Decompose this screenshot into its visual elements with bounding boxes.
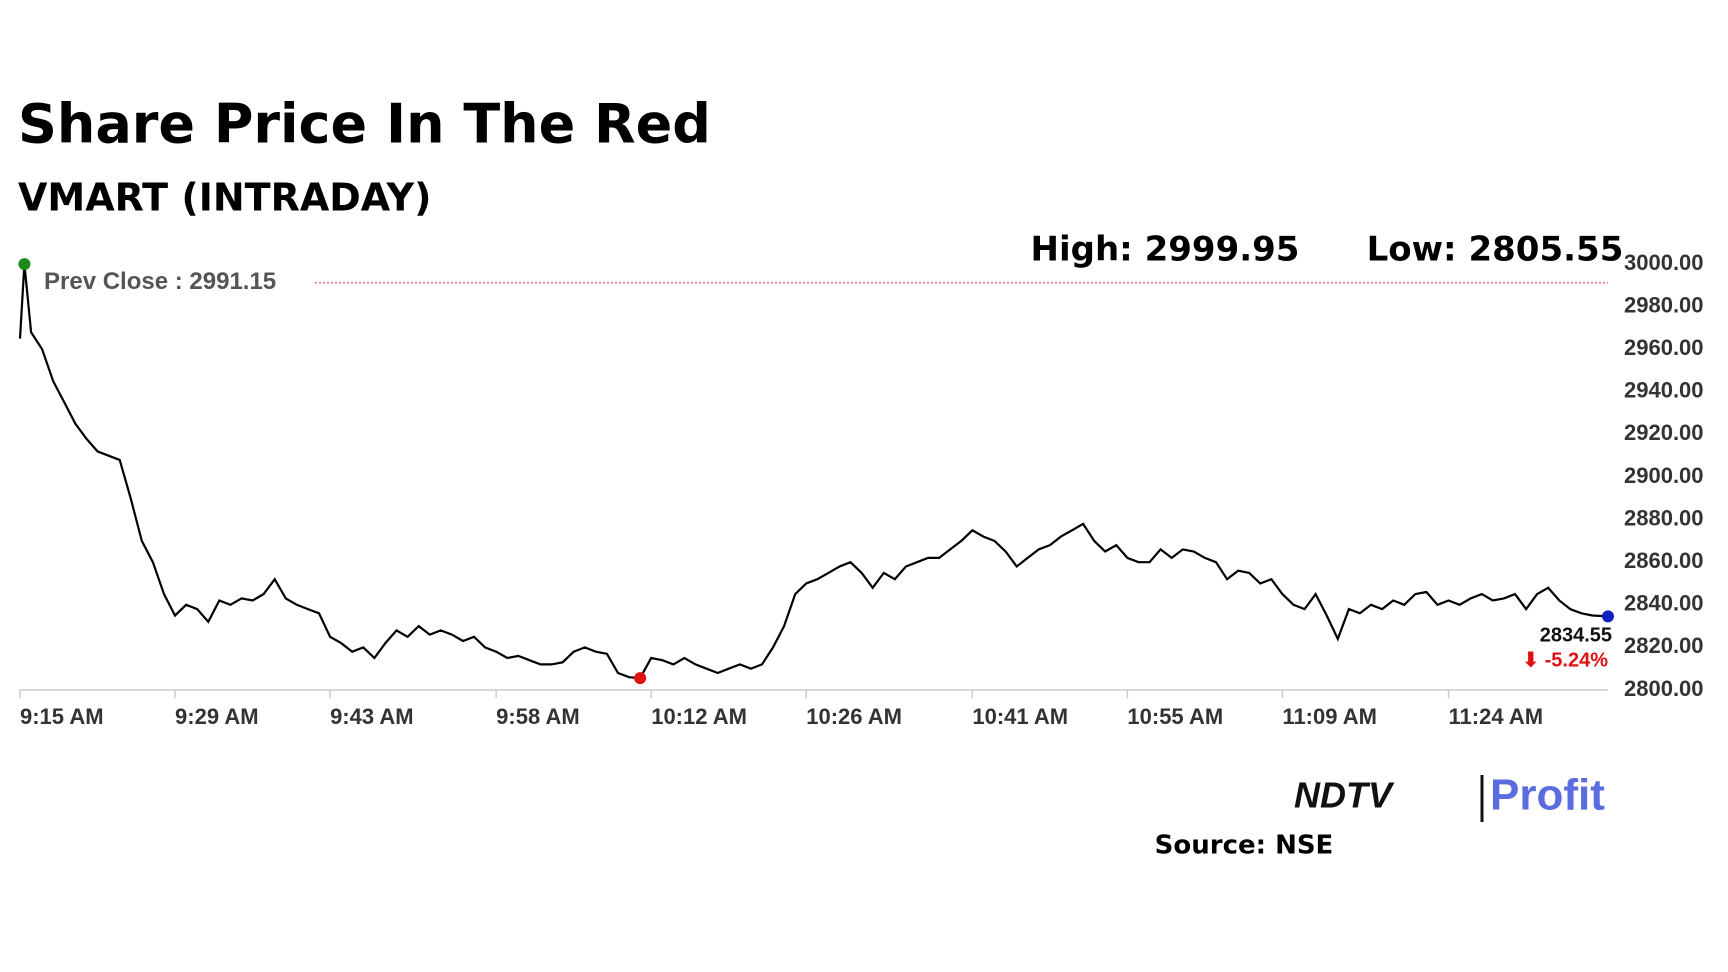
y-tick-label: 2960.00 (1624, 335, 1704, 360)
x-tick-label: 10:12 AM (651, 704, 747, 729)
y-tick-label: 2980.00 (1624, 292, 1704, 317)
chart-subtitle: VMART (INTRADAY) (18, 176, 431, 220)
last-dot (1602, 610, 1614, 623)
low-dot (634, 672, 647, 685)
y-tick-label: 2860.00 (1624, 548, 1704, 573)
high-dot (18, 258, 31, 271)
price-line (18, 263, 1609, 680)
logo-profit: Profit (1490, 771, 1605, 820)
x-tick-label: 10:26 AM (806, 704, 902, 729)
y-tick-label: 3000.00 (1624, 250, 1704, 275)
prev-close-label: Prev Close : 2991.15 (44, 268, 276, 295)
y-tick-label: 2820.00 (1624, 633, 1704, 658)
x-tick-label: 11:24 AM (1449, 704, 1544, 729)
y-tick-label: 2940.00 (1624, 378, 1704, 403)
x-tick-label: 9:15 AM (20, 704, 104, 729)
x-tick-label: 9:58 AM (496, 704, 580, 729)
source: Source: NSE (1155, 831, 1334, 861)
x-tick-label: 9:29 AM (175, 704, 259, 729)
low-text: Low: 2805.55 (1367, 230, 1624, 270)
y-tick-label: 2800.00 (1624, 676, 1704, 701)
chart-title: Share Price In The Red (18, 93, 711, 156)
y-tick-label: 2900.00 (1624, 463, 1704, 488)
change-label: ⬇ -5.24% (1522, 650, 1608, 672)
high-text: High: 2999.95 (1031, 230, 1300, 270)
y-tick-label: 2840.00 (1624, 591, 1704, 616)
logo-ndtv: NDTV (1294, 775, 1395, 816)
y-tick-label: 2880.00 (1624, 505, 1704, 530)
y-tick-label: 2920.00 (1624, 420, 1704, 445)
x-tick-label: 10:55 AM (1127, 704, 1223, 729)
x-tick-label: 11:09 AM (1282, 704, 1377, 729)
last-price-label: 2834.55 (1540, 625, 1612, 647)
x-tick-label: 10:41 AM (972, 704, 1068, 729)
x-tick-label: 9:43 AM (330, 704, 414, 729)
